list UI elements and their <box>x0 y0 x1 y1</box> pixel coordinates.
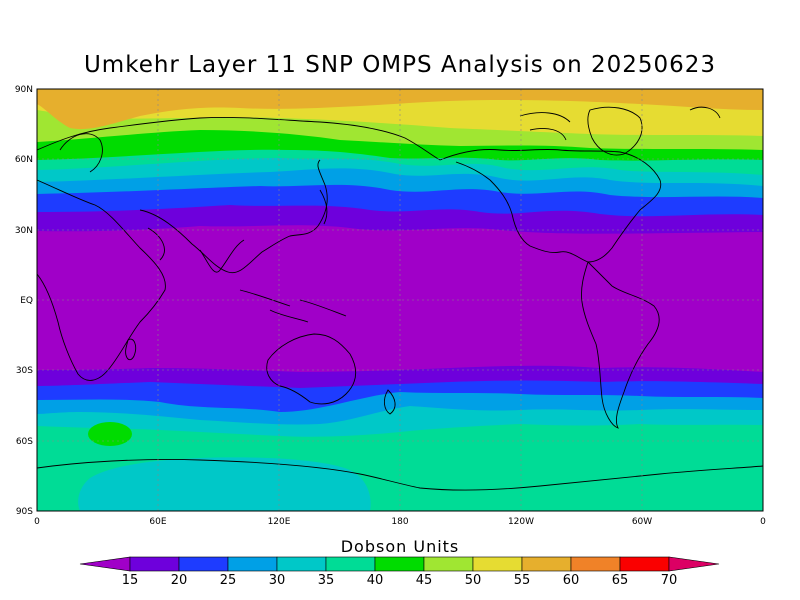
coast-africa <box>37 179 166 381</box>
colorbar-segment <box>325 556 376 572</box>
lon-label: 0 <box>34 517 40 527</box>
coast-eurasia-south <box>139 159 328 274</box>
latitude-axis: 90N 60N 30N EQ 30S 60S 90S <box>15 85 33 517</box>
colorbar-segment <box>227 556 278 572</box>
lat-label: 90N <box>15 85 33 95</box>
colorbar-tick-label: 30 <box>269 573 286 588</box>
gridlines <box>37 89 763 511</box>
colorbar-segment <box>570 556 621 572</box>
coast-madagascar <box>125 338 137 361</box>
lon-label: 60E <box>149 517 166 527</box>
colorbar-tick-label: 60 <box>563 573 580 588</box>
band-s-antarctic-30-35 <box>78 457 371 511</box>
coast-north-america <box>439 148 662 263</box>
lon-label: 0 <box>760 517 766 527</box>
colorbar-segment <box>521 556 572 572</box>
lat-label: 30S <box>16 366 33 376</box>
coast-indonesia <box>239 289 347 323</box>
coast-greenland <box>587 106 643 156</box>
map-frame <box>36 88 764 512</box>
colorbar-tick-label: 65 <box>612 573 629 588</box>
colorbar-tick-label: 45 <box>416 573 433 588</box>
coast-antarctica <box>37 459 763 491</box>
coast-newzealand <box>383 389 396 415</box>
coastlines <box>37 106 763 491</box>
colorbar-tick-label: 15 <box>122 573 139 588</box>
coast-australia <box>266 333 356 405</box>
colorbar-tick-label: 55 <box>514 573 531 588</box>
colorbar-segment <box>619 556 670 572</box>
colorbar-tick-label: 20 <box>171 573 188 588</box>
coast-eurasia-north <box>37 117 441 161</box>
colorbar-segment <box>276 556 327 572</box>
lat-label: 90S <box>16 507 33 517</box>
lon-label: 60W <box>632 517 652 527</box>
lat-label: 30N <box>15 226 33 236</box>
colorbar-title: Dobson Units <box>340 537 460 556</box>
colorbar-segment <box>423 556 474 572</box>
colorbar-segment <box>472 556 523 572</box>
chart-title: Umkehr Layer 11 SNP OMPS Analysis on 202… <box>83 52 717 78</box>
colorbar-segment <box>374 556 425 572</box>
coast-scandinavia <box>59 133 103 173</box>
colorbar-tick-label: 35 <box>318 573 335 588</box>
colorbar-segment <box>178 556 229 572</box>
coast-south-america <box>581 261 660 429</box>
coast-arabia-india <box>147 227 245 273</box>
lat-label: EQ <box>20 296 33 306</box>
colorbar-tick-label: 40 <box>367 573 384 588</box>
lon-label: 180 <box>391 517 408 527</box>
colorbar-segment-max <box>668 556 720 572</box>
colorbar-tick-label: 70 <box>661 573 678 588</box>
band-n-55-60 <box>37 89 763 130</box>
coast-japan <box>319 189 328 225</box>
colorbar-tick-label: 25 <box>220 573 237 588</box>
coast-arctic-islands <box>519 106 721 141</box>
colorbar-segment <box>129 556 180 572</box>
lat-label: 60N <box>15 155 33 165</box>
lon-label: 120E <box>268 517 291 527</box>
colorbar-segment-min <box>79 556 131 572</box>
colorbar-tick-label: 50 <box>465 573 482 588</box>
longitude-axis: 0 60E 120E 180 120W 60W 0 <box>34 517 766 527</box>
colorbar: 15 20 25 30 35 40 45 50 55 60 65 70 <box>79 556 720 588</box>
lon-label: 120W <box>508 517 534 527</box>
lat-label: 60S <box>16 437 33 447</box>
band-s-blob-40-45 <box>88 422 132 446</box>
